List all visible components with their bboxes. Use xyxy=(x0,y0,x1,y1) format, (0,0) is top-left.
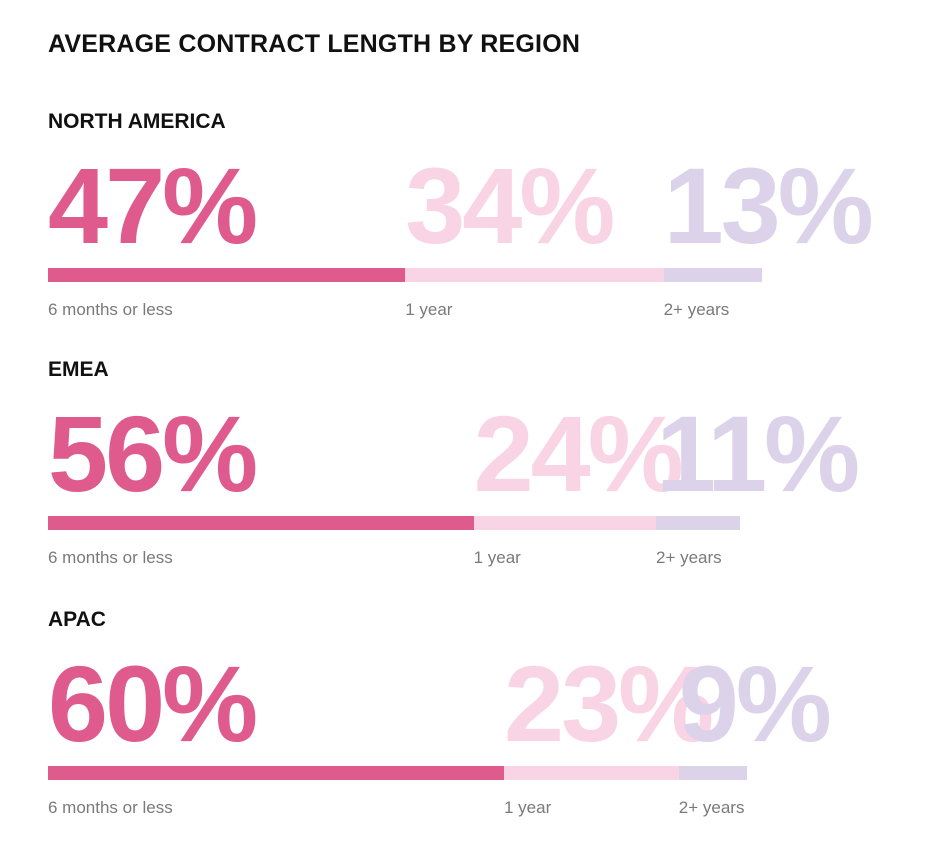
data-label-long: 9% xyxy=(678,643,832,764)
category-label: 2+ years xyxy=(663,300,730,319)
category-label: 6 months or less xyxy=(48,798,173,817)
bar-segment-long xyxy=(678,766,748,780)
data-label-mid: 34% xyxy=(405,145,615,266)
data-label-short: 60% xyxy=(48,643,258,764)
bar-segment-short xyxy=(48,268,406,282)
category-label: 2+ years xyxy=(678,798,745,817)
region-label: APAC xyxy=(48,608,106,631)
category-label: 6 months or less xyxy=(48,300,173,319)
data-label-short: 47% xyxy=(48,145,258,266)
data-label-short: 56% xyxy=(48,393,258,514)
data-label-long: 13% xyxy=(663,145,874,266)
bar-segment-long xyxy=(663,268,763,282)
category-label: 2+ years xyxy=(656,548,722,567)
bar-segment-short xyxy=(48,766,504,780)
category-label: 1 year xyxy=(504,798,552,817)
category-label: 1 year xyxy=(473,548,521,567)
bar-segment-mid xyxy=(405,268,664,282)
category-label: 6 months or less xyxy=(48,548,173,567)
data-label-mid: 24% xyxy=(473,393,684,514)
bar-segment-short xyxy=(48,516,474,530)
category-label: 1 year xyxy=(405,300,453,319)
data-label-mid: 23% xyxy=(504,643,714,764)
bar-segment-long xyxy=(656,516,740,530)
region-label: NORTH AMERICA xyxy=(48,110,226,133)
region-label: EMEA xyxy=(48,358,109,381)
bar-segment-mid xyxy=(473,516,656,530)
region-north-america: NORTH AMERICA 47% 6 months or less 34% 1 yea… xyxy=(0,110,936,350)
chart-title: AVERAGE CONTRACT LENGTH BY REGION xyxy=(48,30,581,58)
data-label-long: 11% xyxy=(656,393,860,514)
region-emea: EMEA 56% 6 months or less 24% 1 year 11% 2+ ye… xyxy=(0,358,936,598)
region-apac: APAC 60% 6 months or less 23% 1 year 9% 2+ yea… xyxy=(0,608,936,848)
bar-segment-mid xyxy=(504,766,679,780)
